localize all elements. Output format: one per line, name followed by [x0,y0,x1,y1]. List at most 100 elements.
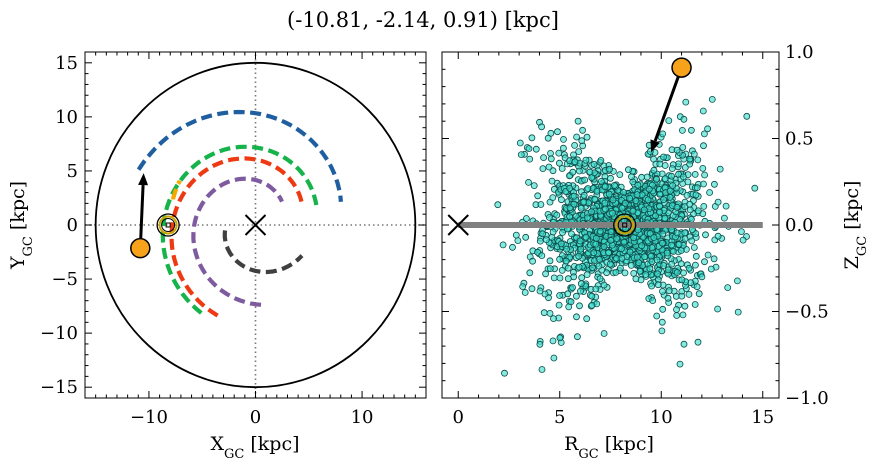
star-point [734,308,742,316]
sun-dot [165,222,171,228]
star-point [618,254,626,262]
star-point [548,177,556,185]
star-point [706,399,712,405]
star-point [644,196,652,204]
star-point [606,165,613,173]
star-point [698,273,706,281]
star-point [514,237,522,245]
star-point [704,125,711,133]
star-point [578,274,586,282]
figure-title: (-10.81, -2.14, 0.91) [kpc] [287,8,559,32]
star-point [632,275,640,283]
star-point [710,255,718,263]
star-point [634,181,642,189]
star-point [694,207,702,215]
star-point [536,287,544,295]
star-point [509,243,516,251]
star-point [560,135,567,143]
xy-ytick-label: −15 [40,377,78,398]
star-point [558,165,566,172]
star-point [574,117,582,125]
rz-object-marker [671,57,692,78]
star-point [607,228,615,236]
star-point [592,234,600,242]
star-point [526,269,534,277]
star-point [544,134,552,142]
star-point [669,247,677,255]
star-point [596,227,604,235]
star-point [569,168,577,176]
star-point [586,168,594,176]
star-point [583,214,591,222]
star-point [573,292,580,300]
star-point [602,205,609,213]
star-point [638,242,646,250]
star-point [699,164,707,172]
star-point [542,236,550,244]
star-point [689,42,695,48]
star-point [556,255,563,263]
rz-ytick-label: −1.0 [785,388,829,409]
star-point [678,292,686,300]
star-point [530,182,538,190]
star-point [567,298,575,306]
star-point [680,269,687,277]
star-point [538,366,546,373]
star-point [581,176,589,184]
star-point [658,318,666,326]
star-point [706,189,713,196]
star-point [556,292,563,299]
star-point [606,260,614,268]
star-point [568,230,575,238]
star-point [582,156,590,164]
star-point [550,315,557,323]
star-point [550,354,558,362]
star-point [601,199,609,207]
star-point [569,284,576,291]
star-point [661,175,669,183]
xy-ytick-label: 0 [67,215,78,236]
rz-plot-area [447,42,763,405]
star-point [546,309,554,317]
star-point [701,171,708,179]
star-point [743,112,751,120]
star-point [692,261,699,269]
star-point [553,211,561,219]
star-point [571,141,578,149]
rz-panel: 0 5 10 15 −1.0 −0.5 0.0 0.5 1.0 RGC [kpc] ZGC [k… [441,42,870,462]
star-point [549,228,557,236]
star-point [678,276,686,284]
xy-motion-arrow-head [138,173,149,186]
star-point [517,151,525,159]
star-point [494,201,502,209]
star-point [708,96,716,103]
star-point [576,237,584,245]
star-point [534,192,542,200]
star-point [529,257,536,265]
star-point [597,177,605,185]
star-point [564,290,572,298]
star-point [576,302,583,310]
star-point [673,203,681,211]
spiral-arm-1 [136,109,343,202]
star-point [734,277,741,285]
star-point [550,274,558,282]
star-point [573,133,580,141]
star-point [691,170,699,178]
star-point [673,146,681,154]
star-point [570,151,577,159]
star-point [700,180,707,188]
star-point [700,202,708,210]
xy-xtick-label: 0 [250,407,261,428]
star-point [537,201,545,208]
star-point [611,181,618,189]
star-point [555,301,563,309]
star-point [591,195,599,203]
star-point [694,338,702,346]
star-point [714,232,722,240]
star-point [656,190,664,198]
star-point [555,149,563,157]
star-point [650,234,658,241]
star-point [605,190,613,198]
star-point [679,311,687,319]
